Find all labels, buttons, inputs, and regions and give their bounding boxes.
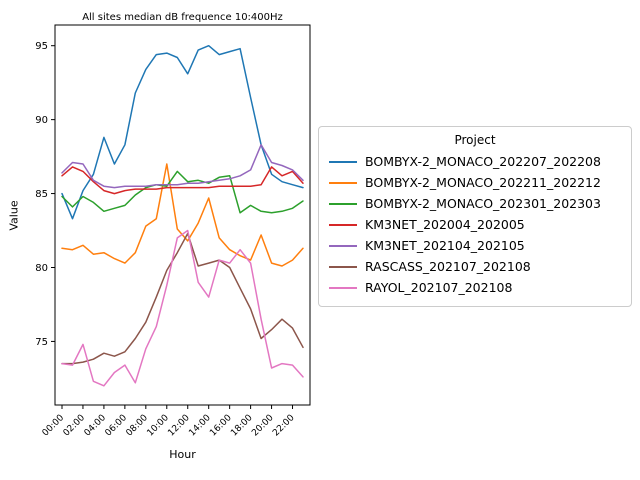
legend-entry: BOMBYX-2_MONACO_202301_202303 [329, 193, 621, 214]
legend-label: BOMBYX-2_MONACO_202301_202303 [365, 196, 601, 211]
x-tick-label: 06:00 [104, 413, 130, 439]
y-tick-label: 85 [35, 189, 48, 200]
legend-swatch [329, 181, 357, 184]
series-line [61, 166, 304, 195]
y-tick-label: 90 [35, 115, 48, 126]
legend-label: KM3NET_202004_202005 [365, 217, 525, 232]
legend-entry: KM3NET_202004_202005 [329, 214, 621, 235]
legend-label: RAYOL_202107_202108 [365, 280, 513, 295]
legend-entry: RASCASS_202107_202108 [329, 256, 621, 277]
series-line [61, 232, 304, 365]
y-tick-label: 75 [35, 337, 48, 348]
x-tick-label: 18:00 [229, 413, 255, 439]
x-tick-label: 14:00 [187, 413, 213, 439]
x-axis-label: Hour [169, 448, 196, 461]
legend-entry: RAYOL_202107_202108 [329, 277, 621, 298]
legend-swatch [329, 202, 357, 205]
legend-label: RASCASS_202107_202108 [365, 259, 531, 274]
x-tick-label: 16:00 [208, 413, 234, 439]
legend-swatch [329, 265, 357, 268]
x-tick-label: 04:00 [83, 413, 109, 439]
legend-swatch [329, 160, 357, 163]
series-line [61, 163, 304, 267]
legend-entry: BOMBYX-2_MONACO_202207_202208 [329, 151, 621, 172]
legend-title: Project [454, 133, 496, 147]
x-tick-label: 12:00 [166, 413, 192, 439]
legend: Project BOMBYX-2_MONACO_202207_202208 BOM… [318, 126, 632, 307]
series-line [61, 170, 304, 214]
x-tick-label: 00:00 [41, 413, 67, 439]
y-tick-label: 80 [35, 263, 48, 274]
legend-entries: BOMBYX-2_MONACO_202207_202208 BOMBYX-2_MO… [329, 151, 621, 298]
legend-swatch [329, 244, 357, 247]
x-tick-label: 10:00 [145, 413, 171, 439]
legend-entry: KM3NET_202104_202105 [329, 235, 621, 256]
chart-title: All sites median dB frequence 10:400Hz [82, 12, 283, 23]
legend-entry: BOMBYX-2_MONACO_202211_202212 [329, 172, 621, 193]
legend-swatch [329, 286, 357, 289]
series-line [61, 44, 304, 220]
series-line [61, 229, 304, 387]
series-line [61, 144, 304, 189]
y-tick-label: 95 [35, 41, 48, 52]
x-tick-label: 20:00 [250, 413, 276, 439]
x-tick-label: 22:00 [271, 413, 297, 439]
legend-label: BOMBYX-2_MONACO_202207_202208 [365, 154, 601, 169]
axes-spines [54, 24, 311, 406]
x-tick-label: 02:00 [62, 413, 88, 439]
legend-swatch [329, 223, 357, 226]
x-tick-label: 08:00 [125, 413, 151, 439]
legend-label: BOMBYX-2_MONACO_202211_202212 [365, 175, 601, 190]
legend-label: KM3NET_202104_202105 [365, 238, 525, 253]
